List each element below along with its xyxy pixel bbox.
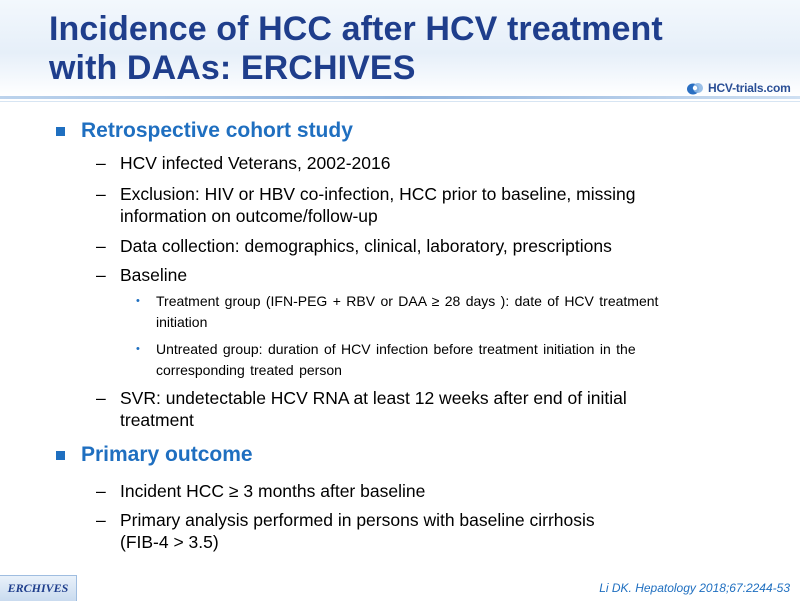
- sub-list-item-line: corresponding treated person: [156, 362, 342, 378]
- list-item-text: HCV infected Veterans, 2002-2016: [120, 153, 391, 173]
- dash-bullet-icon: –: [96, 265, 106, 285]
- list-item-line: Primary analysis performed in persons wi…: [120, 510, 595, 530]
- section-heading-outcome: Primary outcome: [56, 443, 253, 467]
- list-item-text: SVR: undetectable HCV RNA at least 12 we…: [120, 387, 760, 431]
- sub-list-item-line: initiation: [156, 314, 208, 330]
- logo-icon: [686, 81, 706, 96]
- list-item-text: Data collection: demographics, clinical,…: [120, 236, 612, 256]
- dash-bullet-icon: –: [96, 153, 106, 173]
- title-line-2: with DAAs: ERCHIVES: [49, 49, 416, 87]
- list-item-text: Baseline: [120, 265, 188, 285]
- section-heading-text: Primary outcome: [81, 443, 253, 466]
- dash-bullet-icon: –: [96, 510, 106, 530]
- dot-bullet-icon: •: [136, 295, 140, 307]
- list-item-line: Exclusion: HIV or HBV co-infection, HCC …: [120, 184, 636, 204]
- title-line-1: Incidence of HCC after HCV treatment: [49, 10, 663, 48]
- list-item-text: Exclusion: HIV or HBV co-infection, HCC …: [120, 183, 760, 227]
- sub-list-item-text: Untreated group: duration of HCV infecti…: [156, 339, 776, 381]
- list-item-text: Incident HCC ≥ 3 months after baseline: [120, 481, 426, 501]
- header-divider: [0, 96, 800, 99]
- sub-list-item-line: Treatment group (IFN-PEG + RBV or DAA ≥ …: [156, 293, 659, 309]
- section-heading-study: Retrospective cohort study: [56, 119, 353, 143]
- dash-bullet-icon: –: [96, 236, 106, 256]
- slide-title: Incidence of HCC after HCV treatment wit…: [49, 10, 769, 88]
- study-tag: ERCHIVES: [0, 575, 77, 601]
- square-bullet-icon: [56, 126, 65, 136]
- citation: Li DK. Hepatology 2018;67:2244-53: [599, 581, 790, 595]
- dash-bullet-icon: –: [96, 481, 106, 501]
- section-heading-text: Retrospective cohort study: [81, 119, 353, 142]
- sub-list-item-text: Treatment group (IFN-PEG + RBV or DAA ≥ …: [156, 291, 776, 333]
- logo-text: HCV-trials.com: [708, 81, 791, 95]
- list-item-line: information on outcome/follow-up: [120, 206, 378, 226]
- dash-bullet-icon: –: [96, 184, 106, 204]
- header-divider-thin: [0, 101, 800, 102]
- list-item-line: (FIB-4 > 3.5): [120, 532, 219, 552]
- sub-list-item-line: Untreated group: duration of HCV infecti…: [156, 341, 636, 357]
- square-bullet-icon: [56, 450, 65, 460]
- study-tag-label: ERCHIVES: [7, 581, 69, 595]
- list-item-line: treatment: [120, 410, 194, 430]
- list-item-line: SVR: undetectable HCV RNA at least 12 we…: [120, 388, 627, 408]
- header-background: [0, 0, 800, 96]
- dash-bullet-icon: –: [96, 388, 106, 408]
- dot-bullet-icon: •: [136, 343, 140, 355]
- hcv-trials-logo: HCV-trials.com: [686, 78, 791, 98]
- list-item-text: Primary analysis performed in persons wi…: [120, 509, 760, 553]
